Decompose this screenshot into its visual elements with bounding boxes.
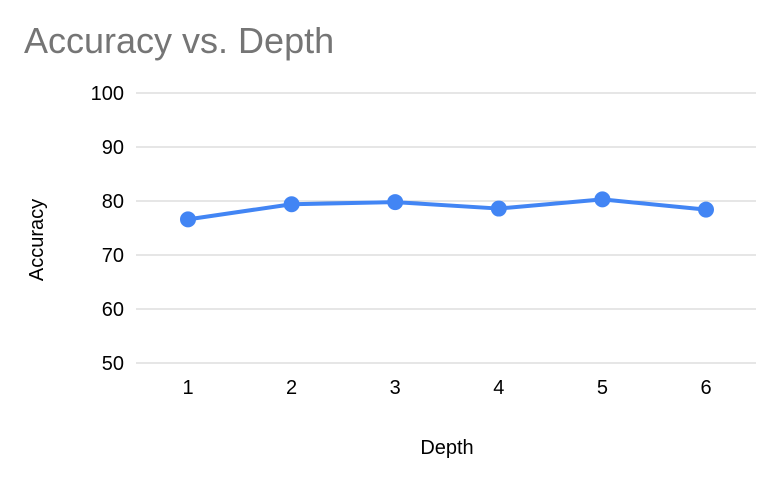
gridlines: [136, 92, 756, 364]
x-tick-label: 1: [182, 377, 193, 399]
x-tick-labels: 1 2 3 4 5 6: [182, 377, 711, 399]
y-tick-label: 80: [102, 191, 124, 213]
y-tick-label: 60: [102, 299, 124, 321]
series-layer: [180, 191, 714, 228]
data-point: [387, 194, 404, 211]
y-tick-label: 100: [91, 83, 124, 105]
data-point: [698, 201, 714, 218]
y-tick-label: 50: [102, 353, 124, 375]
x-axis-label: Depth: [420, 437, 473, 459]
y-tick-label: 70: [102, 245, 124, 267]
y-tick-label: 90: [102, 137, 124, 159]
series-line: [186, 197, 708, 222]
x-tick-label: 6: [700, 377, 711, 399]
data-point: [180, 211, 196, 228]
data-point: [594, 191, 611, 208]
data-point: [283, 196, 300, 213]
y-axis-label: Accuracy: [26, 199, 48, 281]
chart-title: Accuracy vs. Depth: [24, 20, 335, 61]
data-point: [490, 200, 507, 217]
x-tick-label: 3: [390, 377, 401, 399]
x-tick-label: 5: [597, 377, 608, 399]
x-tick-label: 2: [286, 377, 297, 399]
x-tick-label: 4: [493, 377, 504, 399]
y-tick-labels: 50 60 70 80 90 100: [91, 83, 124, 375]
